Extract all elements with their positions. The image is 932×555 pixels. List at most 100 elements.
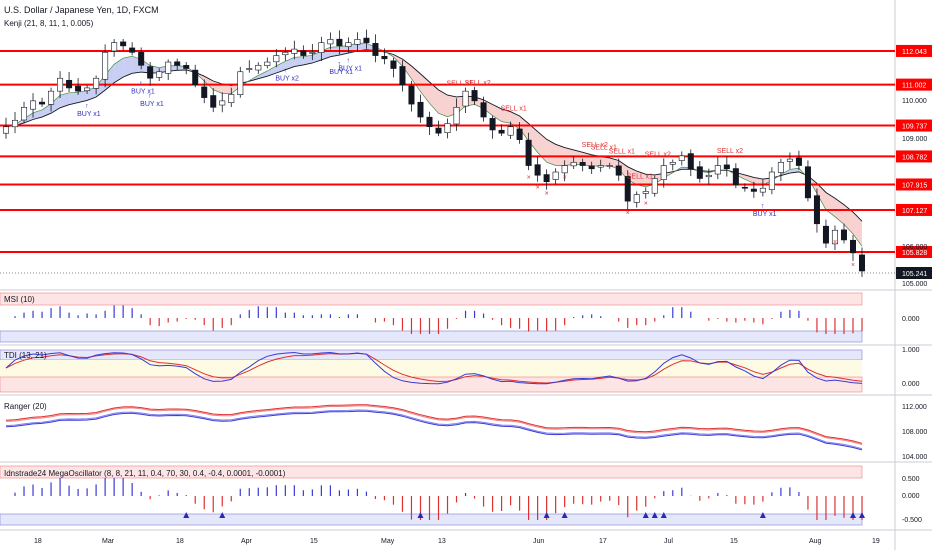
kenji-cloud-segment	[834, 198, 844, 225]
x-axis-label: Mar	[102, 538, 115, 545]
ranger-band-line	[5, 410, 863, 451]
mega-triangle-marker	[849, 512, 856, 518]
candle-body	[489, 118, 496, 131]
candle-body	[111, 42, 118, 52]
candle-body	[381, 56, 388, 60]
candle-body	[237, 71, 244, 95]
mega-triangle-marker	[651, 512, 658, 518]
candle-body	[498, 129, 505, 134]
candle-body	[795, 157, 802, 166]
candle-body	[39, 101, 46, 105]
candle-body	[210, 95, 217, 108]
candle-body	[750, 188, 757, 192]
candle-body	[435, 127, 442, 134]
kenji-cloud-segment	[546, 139, 556, 166]
candle-body	[390, 60, 397, 69]
candle-body	[705, 174, 712, 178]
kenji-cloud-segment	[78, 90, 88, 103]
sell-cross-marker: ×	[536, 184, 540, 191]
candle-body	[858, 254, 866, 272]
ranger-tick: 112.000	[902, 404, 927, 411]
resistance-price-tag	[896, 203, 932, 216]
resistance-price-label: 109.737	[902, 124, 927, 131]
x-axis-label: 17	[599, 538, 607, 545]
candle-body	[138, 52, 145, 66]
buy-signal-label: BUY x1	[338, 66, 362, 73]
candle-body	[264, 61, 271, 66]
candle-body	[588, 165, 595, 170]
resistance-price-tag	[896, 44, 932, 57]
candle-body	[363, 37, 370, 43]
candle-body	[426, 116, 433, 128]
resistance-price-label: 107.915	[902, 182, 927, 189]
mega-label: Idnstrade24 MegaOscillator (8, 8, 21, 11…	[4, 469, 286, 478]
buy-signal-label: BUY x2	[275, 75, 299, 82]
kenji-cloud-segment	[492, 104, 502, 122]
candle-body	[642, 191, 649, 194]
candle-body	[840, 229, 847, 241]
candle-body	[732, 168, 739, 186]
candle-body	[12, 119, 19, 128]
tdi-fast-line	[5, 351, 863, 385]
candle-body	[813, 195, 820, 225]
kenji-cloud-segment	[69, 92, 79, 105]
tdi-lower-zone	[0, 376, 863, 393]
mega-triangle-marker	[759, 512, 766, 518]
ranger-label: Ranger (20)	[4, 402, 47, 411]
candle-body	[30, 100, 37, 110]
x-axis-label: 18	[34, 538, 42, 545]
candle-body	[282, 52, 289, 56]
ranger-bands	[5, 404, 863, 451]
ranger-band-line	[5, 409, 863, 450]
candle-body	[552, 171, 559, 180]
mega-triangle-marker	[642, 512, 649, 518]
candles-layer	[2, 29, 866, 278]
ranger-tick: 104.000	[902, 454, 927, 461]
tdi-signal-line	[5, 352, 863, 384]
x-axis-label: Jun	[533, 538, 544, 545]
kenji-cloud-segment	[852, 212, 862, 247]
candle-body	[120, 41, 127, 47]
candle-body	[534, 164, 541, 176]
tdi-upper-zone	[0, 349, 863, 361]
candle-body	[345, 42, 352, 47]
candle-body	[669, 162, 676, 165]
kenji-cloud-segment	[753, 177, 763, 185]
candle-body	[273, 55, 280, 63]
resistance-price-label: 105.828	[902, 250, 927, 257]
buy-signal-arrow: ↑	[139, 80, 143, 87]
mega-triangle-marker	[417, 512, 424, 518]
msi-histogram	[14, 305, 863, 334]
resistance-price-tag	[896, 119, 932, 132]
candle-body	[102, 52, 109, 80]
candle-body	[579, 162, 586, 166]
kenji-cloud-segment	[114, 58, 124, 83]
candle-body	[219, 100, 226, 106]
candle-body	[462, 90, 469, 107]
msi-label: MSI (10)	[4, 295, 35, 304]
x-axis-label: Apr	[241, 538, 253, 545]
msi-tick: 0.000	[902, 316, 920, 323]
candle-body	[723, 164, 730, 170]
candle-body	[291, 48, 298, 54]
sell-cross-marker: ×	[851, 262, 855, 269]
ranger-band-line	[5, 404, 863, 444]
mega-triangle-marker	[561, 512, 568, 518]
candle-body	[480, 102, 487, 118]
msi-upper-zone	[0, 292, 863, 306]
buy-signal-label: BUY x1	[140, 101, 164, 108]
kenji-cloud-segment	[204, 76, 214, 90]
x-axis-label: Aug	[809, 538, 822, 545]
resistance-levels: 112.043 111.002 109.737 108.782 107.915 107.1…	[0, 44, 932, 258]
mega-tick: 0.500	[902, 476, 920, 483]
candle-body	[687, 153, 694, 170]
resistance-price-label: 112.043	[902, 49, 927, 56]
candle-body	[336, 38, 343, 47]
current-price-tag	[896, 267, 932, 279]
candle-body	[156, 71, 163, 78]
candle-body	[570, 162, 577, 167]
mega-triangle-marker	[219, 512, 226, 518]
candle-body	[21, 107, 28, 121]
candle-body	[831, 229, 838, 245]
